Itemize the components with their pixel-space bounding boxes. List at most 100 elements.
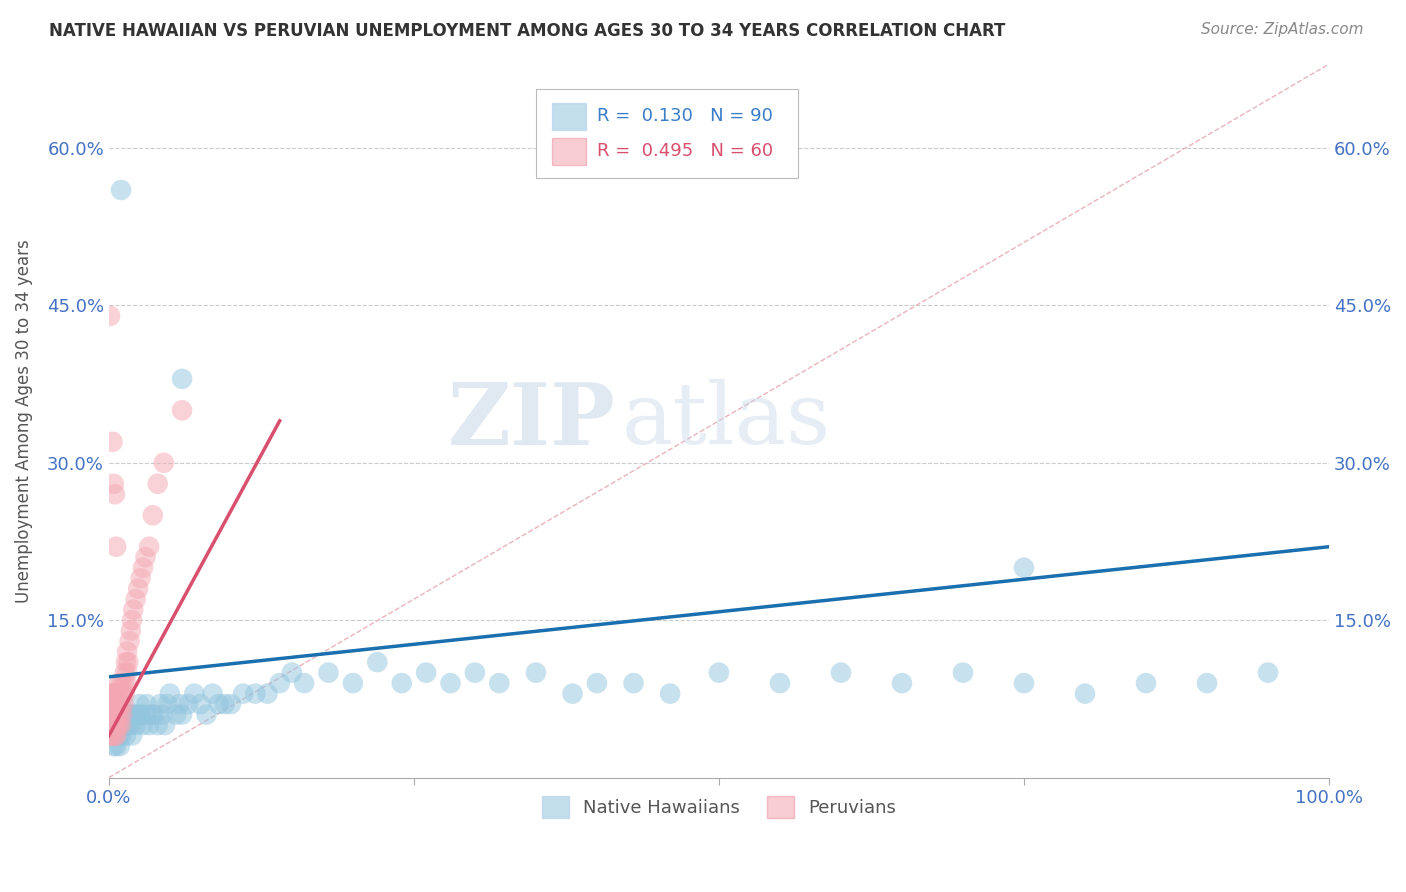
Point bbox=[177, 697, 200, 711]
Point bbox=[105, 729, 128, 743]
Point bbox=[134, 707, 156, 722]
Point bbox=[1195, 676, 1218, 690]
Point bbox=[107, 718, 129, 732]
Point bbox=[107, 697, 129, 711]
Point bbox=[1012, 560, 1035, 574]
Point bbox=[132, 560, 155, 574]
Point bbox=[101, 434, 124, 449]
Point bbox=[201, 687, 224, 701]
Point bbox=[101, 687, 124, 701]
Text: atlas: atlas bbox=[621, 379, 831, 462]
Point bbox=[114, 665, 136, 680]
Point bbox=[524, 665, 547, 680]
Point bbox=[105, 697, 128, 711]
Point bbox=[172, 403, 194, 417]
Point bbox=[292, 676, 315, 690]
Point bbox=[104, 729, 127, 743]
Point bbox=[120, 718, 142, 732]
Point bbox=[169, 697, 191, 711]
Point bbox=[107, 676, 129, 690]
Point bbox=[183, 687, 205, 701]
Point bbox=[125, 592, 148, 607]
Point bbox=[105, 718, 128, 732]
Point bbox=[129, 571, 152, 585]
Point bbox=[100, 718, 122, 732]
Point bbox=[107, 718, 129, 732]
Point bbox=[107, 707, 129, 722]
Point bbox=[1074, 687, 1097, 701]
Point bbox=[219, 697, 242, 711]
Text: ZIP: ZIP bbox=[447, 379, 616, 463]
Point bbox=[135, 697, 157, 711]
Point bbox=[115, 645, 138, 659]
Point bbox=[138, 540, 160, 554]
Point bbox=[172, 372, 194, 386]
Point bbox=[110, 183, 132, 197]
Point bbox=[107, 729, 129, 743]
FancyBboxPatch shape bbox=[551, 103, 586, 129]
Point bbox=[114, 707, 136, 722]
Point bbox=[108, 718, 131, 732]
Point bbox=[415, 665, 437, 680]
Point bbox=[1012, 676, 1035, 690]
Point bbox=[659, 687, 682, 701]
Text: NATIVE HAWAIIAN VS PERUVIAN UNEMPLOYMENT AMONG AGES 30 TO 34 YEARS CORRELATION C: NATIVE HAWAIIAN VS PERUVIAN UNEMPLOYMENT… bbox=[49, 22, 1005, 40]
Point bbox=[439, 676, 461, 690]
Point bbox=[391, 676, 413, 690]
Point bbox=[101, 729, 124, 743]
Point bbox=[146, 476, 169, 491]
Point bbox=[103, 718, 125, 732]
Point bbox=[110, 729, 132, 743]
Point bbox=[115, 676, 138, 690]
Point bbox=[104, 487, 127, 501]
Point bbox=[623, 676, 645, 690]
Point bbox=[98, 707, 121, 722]
Point bbox=[124, 707, 146, 722]
Point bbox=[115, 655, 138, 669]
Point bbox=[134, 550, 156, 565]
Point bbox=[105, 707, 128, 722]
Text: Source: ZipAtlas.com: Source: ZipAtlas.com bbox=[1201, 22, 1364, 37]
Point bbox=[122, 602, 145, 616]
Point bbox=[132, 718, 155, 732]
Point bbox=[103, 718, 125, 732]
Point bbox=[769, 676, 792, 690]
Point bbox=[190, 697, 212, 711]
Point bbox=[586, 676, 609, 690]
Point bbox=[952, 665, 974, 680]
Point bbox=[142, 508, 165, 523]
Point bbox=[101, 687, 124, 701]
Point bbox=[107, 687, 129, 701]
Point bbox=[107, 707, 129, 722]
Point bbox=[100, 697, 122, 711]
Point bbox=[110, 697, 132, 711]
Point bbox=[117, 655, 139, 669]
Point bbox=[110, 718, 132, 732]
Point bbox=[108, 687, 131, 701]
Point bbox=[110, 676, 132, 690]
Point bbox=[111, 687, 134, 701]
Point bbox=[208, 697, 231, 711]
Point bbox=[98, 697, 121, 711]
Point bbox=[103, 707, 125, 722]
Point bbox=[97, 729, 120, 743]
Point bbox=[127, 707, 149, 722]
Point bbox=[342, 676, 364, 690]
Text: R =  0.495   N = 60: R = 0.495 N = 60 bbox=[598, 142, 773, 160]
Point bbox=[464, 665, 486, 680]
Point bbox=[127, 582, 149, 596]
Point bbox=[195, 707, 218, 722]
Point bbox=[256, 687, 278, 701]
Point bbox=[152, 456, 174, 470]
Point bbox=[112, 697, 135, 711]
Point bbox=[245, 687, 267, 701]
Point bbox=[232, 687, 254, 701]
FancyBboxPatch shape bbox=[536, 89, 799, 178]
Point bbox=[98, 718, 121, 732]
Point bbox=[214, 697, 236, 711]
Point bbox=[104, 729, 127, 743]
Point bbox=[103, 697, 125, 711]
Point bbox=[110, 718, 132, 732]
Point bbox=[107, 718, 129, 732]
Text: R =  0.130   N = 90: R = 0.130 N = 90 bbox=[598, 107, 773, 125]
